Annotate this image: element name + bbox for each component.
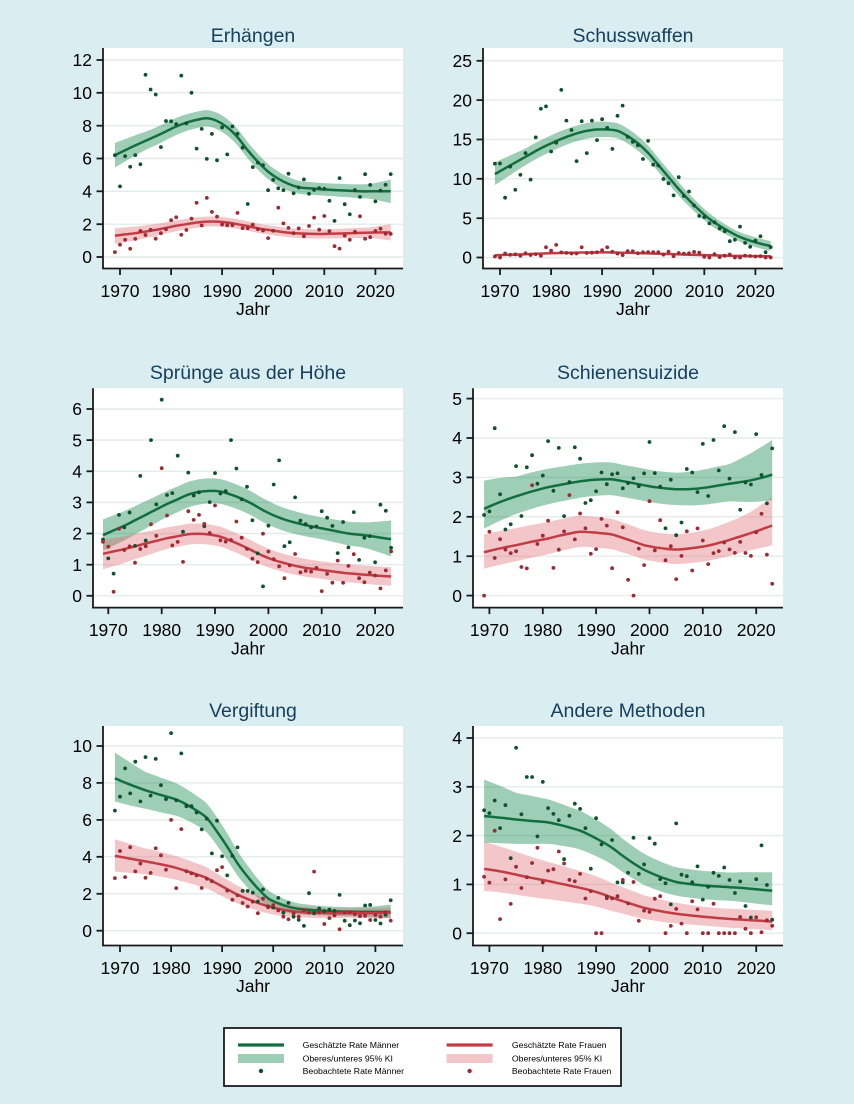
svg-text:Jahr: Jahr [616,299,650,319]
svg-text:Jahr: Jahr [611,638,645,658]
svg-text:3: 3 [72,493,82,513]
svg-text:5: 5 [72,430,82,450]
svg-text:Beobachtete Rate Männer: Beobachtete Rate Männer [303,1066,405,1076]
svg-text:2000: 2000 [254,281,293,301]
svg-text:1970: 1970 [89,620,128,640]
svg-text:Schusswaffen: Schusswaffen [572,25,693,47]
svg-text:6: 6 [82,810,92,830]
svg-text:1980: 1980 [152,281,191,301]
svg-text:2: 2 [82,884,92,904]
svg-text:6: 6 [72,399,82,419]
svg-text:1980: 1980 [532,281,571,301]
svg-text:20: 20 [453,90,473,110]
svg-text:Jahr: Jahr [611,976,645,996]
svg-text:Schienensuizide: Schienensuizide [557,362,699,384]
svg-text:3: 3 [452,777,462,797]
svg-text:2: 2 [452,826,462,846]
svg-text:Sprünge aus der Höhe: Sprünge aus der Höhe [150,362,346,384]
svg-text:5: 5 [462,208,472,228]
svg-text:2010: 2010 [685,281,724,301]
svg-text:2: 2 [72,524,82,544]
svg-text:1980: 1980 [152,958,191,978]
svg-text:1: 1 [452,546,462,566]
svg-text:12: 12 [73,50,92,70]
svg-text:10: 10 [73,736,93,756]
svg-text:1990: 1990 [577,958,616,978]
svg-text:2000: 2000 [630,620,669,640]
svg-text:2010: 2010 [683,958,722,978]
svg-text:2000: 2000 [254,958,293,978]
svg-text:Geschätzte Rate Männer: Geschätzte Rate Männer [303,1040,400,1050]
svg-text:10: 10 [453,169,473,189]
svg-text:0: 0 [462,248,472,268]
svg-text:1970: 1970 [481,281,520,301]
svg-text:Geschätzte Rate Frauen: Geschätzte Rate Frauen [512,1040,607,1050]
svg-text:2010: 2010 [683,620,722,640]
svg-text:1: 1 [72,555,82,575]
svg-text:0: 0 [82,921,92,941]
svg-text:1970: 1970 [470,620,509,640]
svg-text:6: 6 [82,149,92,169]
svg-text:10: 10 [73,83,93,103]
svg-text:1990: 1990 [203,958,242,978]
svg-text:Jahr: Jahr [231,638,265,658]
svg-text:2020: 2020 [356,281,395,301]
svg-text:1990: 1990 [203,281,242,301]
svg-text:2000: 2000 [249,620,288,640]
svg-text:8: 8 [82,773,92,793]
svg-text:1: 1 [452,875,462,895]
svg-text:3: 3 [452,468,462,488]
svg-text:1980: 1980 [523,620,562,640]
svg-text:1990: 1990 [577,620,616,640]
svg-text:2: 2 [452,507,462,527]
svg-text:2: 2 [82,214,92,234]
svg-text:0: 0 [452,586,462,606]
svg-text:2020: 2020 [736,281,775,301]
svg-text:4: 4 [452,728,462,748]
svg-text:1990: 1990 [196,620,235,640]
svg-text:Jahr: Jahr [236,976,270,996]
svg-text:2000: 2000 [630,958,669,978]
svg-text:Andere Methoden: Andere Methoden [550,700,705,722]
svg-text:1990: 1990 [583,281,622,301]
svg-text:1980: 1980 [523,958,562,978]
svg-text:Erhängen: Erhängen [211,25,296,47]
svg-text:4: 4 [72,462,82,482]
svg-text:2020: 2020 [356,620,395,640]
svg-text:0: 0 [72,586,82,606]
svg-text:0: 0 [82,247,92,267]
svg-text:1970: 1970 [101,958,140,978]
svg-text:1980: 1980 [142,620,181,640]
svg-text:4: 4 [82,847,92,867]
svg-text:2010: 2010 [305,281,344,301]
svg-text:2000: 2000 [634,281,673,301]
svg-text:2020: 2020 [356,958,395,978]
svg-text:8: 8 [82,116,92,136]
svg-text:0: 0 [452,923,462,943]
svg-text:Vergiftung: Vergiftung [209,700,297,722]
svg-text:Jahr: Jahr [236,299,270,319]
svg-text:1970: 1970 [101,281,140,301]
svg-text:15: 15 [453,130,472,150]
svg-text:4: 4 [452,428,462,448]
svg-text:2010: 2010 [302,620,341,640]
svg-text:2020: 2020 [737,958,776,978]
svg-text:2020: 2020 [737,620,776,640]
svg-text:2010: 2010 [305,958,344,978]
svg-text:Oberes/unteres 95% KI: Oberes/unteres 95% KI [512,1054,602,1064]
svg-text:5: 5 [452,389,462,409]
svg-text:4: 4 [82,182,92,202]
svg-text:25: 25 [453,51,472,71]
svg-text:1970: 1970 [470,958,509,978]
svg-text:Oberes/unteres 95% KI: Oberes/unteres 95% KI [303,1054,393,1064]
svg-text:Beobachtete Rate Frauen: Beobachtete Rate Frauen [512,1066,612,1076]
